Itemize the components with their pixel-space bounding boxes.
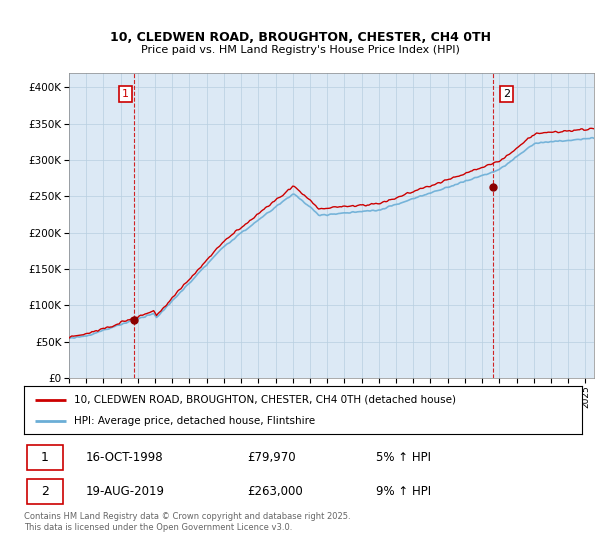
- Text: 16-OCT-1998: 16-OCT-1998: [85, 451, 163, 464]
- Text: £79,970: £79,970: [247, 451, 296, 464]
- Text: Price paid vs. HM Land Registry's House Price Index (HPI): Price paid vs. HM Land Registry's House …: [140, 45, 460, 55]
- Text: 2: 2: [41, 484, 49, 498]
- Text: 19-AUG-2019: 19-AUG-2019: [85, 484, 164, 498]
- Text: 2: 2: [503, 89, 510, 99]
- FancyBboxPatch shape: [27, 445, 63, 470]
- Text: 9% ↑ HPI: 9% ↑ HPI: [376, 484, 431, 498]
- Text: 10, CLEDWEN ROAD, BROUGHTON, CHESTER, CH4 0TH: 10, CLEDWEN ROAD, BROUGHTON, CHESTER, CH…: [110, 31, 491, 44]
- Text: 1: 1: [122, 89, 129, 99]
- Text: £263,000: £263,000: [247, 484, 303, 498]
- Text: 1: 1: [41, 451, 49, 464]
- Text: 5% ↑ HPI: 5% ↑ HPI: [376, 451, 431, 464]
- Text: 10, CLEDWEN ROAD, BROUGHTON, CHESTER, CH4 0TH (detached house): 10, CLEDWEN ROAD, BROUGHTON, CHESTER, CH…: [74, 395, 456, 405]
- Text: HPI: Average price, detached house, Flintshire: HPI: Average price, detached house, Flin…: [74, 416, 316, 426]
- FancyBboxPatch shape: [27, 479, 63, 503]
- Text: Contains HM Land Registry data © Crown copyright and database right 2025.
This d: Contains HM Land Registry data © Crown c…: [24, 512, 350, 532]
